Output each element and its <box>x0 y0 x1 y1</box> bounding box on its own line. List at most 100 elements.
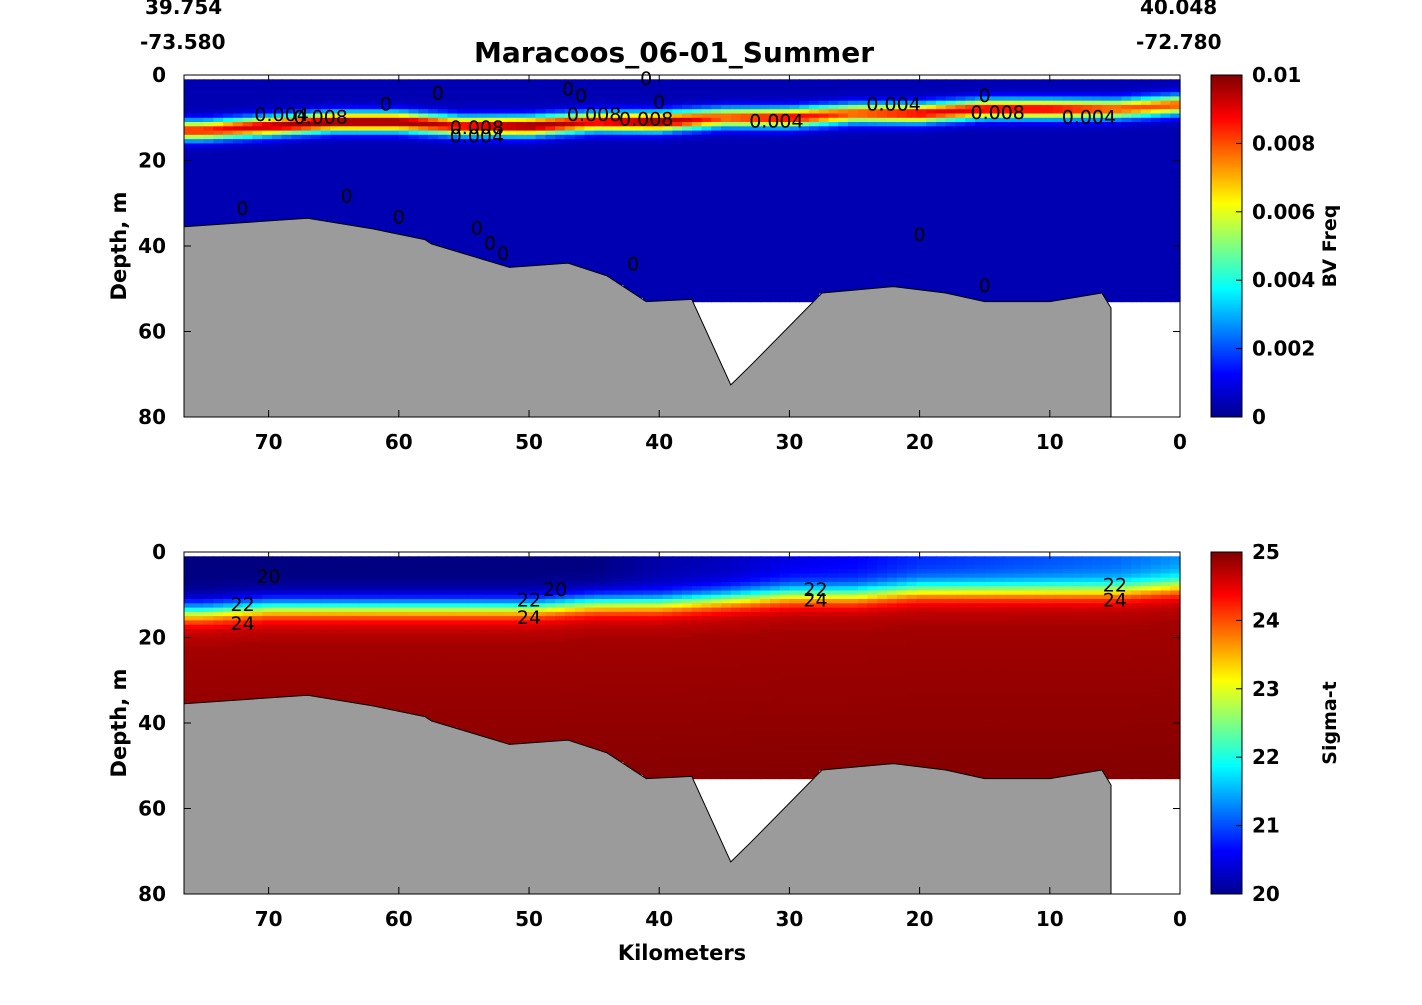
field-cell <box>857 199 869 204</box>
field-cell <box>1023 177 1035 183</box>
field-cell <box>701 224 712 230</box>
field-cell <box>945 194 956 200</box>
field-cell <box>760 134 771 140</box>
field-cell <box>828 181 839 187</box>
field-cell <box>252 147 263 153</box>
field-cell <box>1014 109 1025 115</box>
field-cell <box>691 92 703 97</box>
field-cell <box>555 224 566 230</box>
field-cell <box>955 169 966 174</box>
field-cell <box>828 207 839 213</box>
field-cell <box>203 573 214 579</box>
field-cell <box>896 104 908 110</box>
field-cell <box>525 126 537 132</box>
field-cell <box>926 284 937 290</box>
field-cell <box>242 590 253 596</box>
field-cell <box>1111 190 1122 196</box>
field-cell <box>740 181 751 187</box>
field-cell <box>418 134 429 140</box>
field-cell <box>926 100 937 106</box>
field-cell <box>857 220 869 226</box>
field-cell <box>574 241 585 247</box>
field-cell <box>389 96 400 102</box>
field-cell <box>857 169 869 174</box>
field-cell <box>398 134 410 140</box>
field-cell <box>662 151 673 157</box>
field-cell <box>984 280 996 286</box>
field-cell <box>799 186 810 192</box>
field-cell <box>799 87 810 93</box>
field-cell <box>935 199 947 204</box>
field-cell <box>603 134 615 140</box>
field-cell <box>369 139 380 144</box>
field-cell <box>1004 275 1015 281</box>
field-cell <box>818 207 830 213</box>
field-cell <box>594 122 605 127</box>
field-cell <box>789 203 800 209</box>
field-cell <box>408 109 419 115</box>
field-cell <box>545 228 556 234</box>
field-cell <box>818 233 830 239</box>
field-cell <box>516 147 527 153</box>
field-cell <box>389 181 400 187</box>
field-cell <box>633 293 644 298</box>
field-cell <box>994 194 1005 200</box>
field-cell <box>906 139 917 144</box>
field-cell <box>252 194 263 200</box>
field-cell <box>545 147 556 153</box>
field-cell <box>887 228 898 234</box>
field-cell <box>545 258 556 264</box>
field-cell <box>603 143 615 149</box>
field-cell <box>1131 177 1142 183</box>
field-cell <box>935 92 947 97</box>
field-cell <box>740 100 751 106</box>
field-cell <box>877 220 888 226</box>
field-cell <box>818 134 830 140</box>
field-cell <box>935 117 947 123</box>
field-cell <box>701 194 712 200</box>
field-cell <box>193 676 205 681</box>
field-cell <box>535 109 546 115</box>
field-cell <box>935 267 947 273</box>
field-cell <box>525 134 537 140</box>
field-cell <box>682 151 693 157</box>
field-cell <box>769 233 781 239</box>
field-cell <box>359 199 371 204</box>
field-cell <box>721 288 732 294</box>
field-cell <box>750 83 761 89</box>
field-cell <box>418 79 429 85</box>
field-cell <box>310 139 322 144</box>
field-cell <box>740 228 751 234</box>
field-cell <box>682 258 693 264</box>
field-cell <box>857 250 869 256</box>
field-cell <box>467 207 478 213</box>
field-cell <box>1004 207 1015 213</box>
field-cell <box>711 293 722 298</box>
field-cell <box>633 96 644 102</box>
field-cell <box>418 164 429 170</box>
field-cell <box>867 250 878 256</box>
field-cell <box>1121 211 1132 217</box>
field-cell <box>779 164 790 170</box>
field-cell <box>906 263 917 268</box>
field-cell <box>184 680 195 686</box>
field-cell <box>555 160 566 166</box>
contour-label: 0 <box>627 254 639 276</box>
field-cell <box>1150 83 1162 89</box>
field-cell <box>1062 284 1074 290</box>
field-cell <box>799 164 810 170</box>
field-cell <box>672 100 683 106</box>
field-cell <box>184 693 195 698</box>
field-cell <box>428 237 439 243</box>
field-cell <box>945 284 956 290</box>
field-cell <box>701 293 712 298</box>
field-cell <box>603 83 615 89</box>
colorbar <box>1210 74 1243 418</box>
field-cell <box>574 233 585 239</box>
field-cell <box>252 130 263 136</box>
field-cell <box>262 87 273 93</box>
field-cell <box>447 190 458 196</box>
field-cell <box>545 160 556 166</box>
field-cell <box>447 143 458 149</box>
field-cell <box>945 254 956 260</box>
